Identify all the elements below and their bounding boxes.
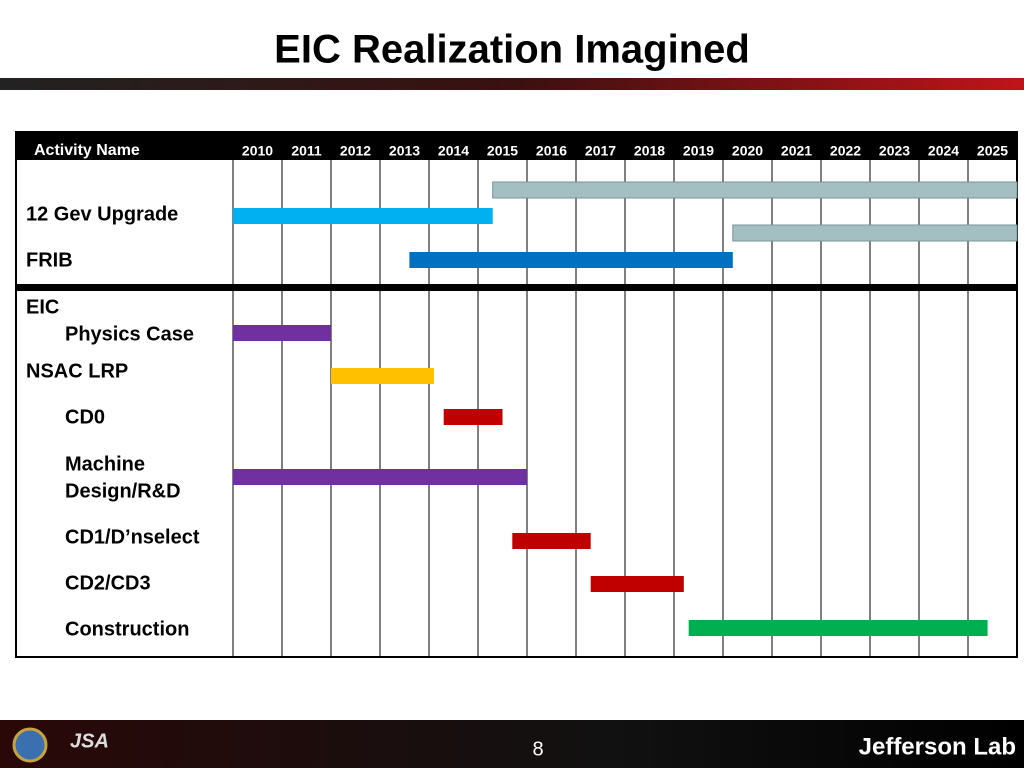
gantt-bar <box>590 576 684 592</box>
row-label: 12 Gev Upgrade <box>26 203 178 225</box>
jlab-logo: Jefferson Lab <box>859 733 1016 760</box>
x-tick-label: 2023 <box>879 143 910 159</box>
x-tick-label: 2011 <box>291 143 322 159</box>
header-row <box>16 132 1017 160</box>
title-rule <box>0 78 1024 90</box>
gantt-bar <box>688 620 988 636</box>
section-divider <box>16 284 1017 291</box>
gantt-bar <box>331 368 434 384</box>
row-label: Construction <box>65 618 189 640</box>
x-tick-label: 2015 <box>487 143 518 159</box>
row-label: FRIB <box>26 249 73 271</box>
gantt-bar <box>512 533 591 549</box>
x-tick-label: 2014 <box>438 143 469 159</box>
gantt-bar <box>409 252 733 268</box>
x-tick-label: 2020 <box>732 143 763 159</box>
footer-band <box>0 720 1024 768</box>
gantt-bar <box>443 409 503 425</box>
gantt-bar <box>233 325 331 341</box>
gantt-bar <box>492 181 1018 199</box>
x-tick-label: 2025 <box>977 143 1008 159</box>
x-tick-label: 2022 <box>830 143 861 159</box>
row-label: NSAC LRP <box>26 360 128 382</box>
row-label: Machine <box>65 453 145 475</box>
x-tick-label: 2010 <box>242 143 273 159</box>
row-label: CD2/CD3 <box>65 572 151 594</box>
gantt-bar <box>732 224 1018 242</box>
row-label: Physics Case <box>65 323 194 345</box>
group-label: EIC <box>26 296 59 318</box>
slide-title: EIC Realization Imagined <box>274 28 750 72</box>
gantt-bar <box>233 469 527 485</box>
doe-seal <box>12 727 48 763</box>
jsa-logo: JSA <box>70 730 109 752</box>
row-label: CD1/D’nselect <box>65 526 200 548</box>
x-tick-label: 2012 <box>340 143 371 159</box>
header-label: Activity Name <box>34 142 140 159</box>
x-tick-label: 2016 <box>536 143 567 159</box>
x-tick-label: 2024 <box>928 143 959 159</box>
x-tick-label: 2017 <box>585 143 616 159</box>
x-tick-label: 2019 <box>683 143 714 159</box>
x-tick-label: 2013 <box>389 143 420 159</box>
page-number: 8 <box>532 738 543 760</box>
gantt-bar <box>233 208 493 224</box>
row-label: CD0 <box>65 406 105 428</box>
row-label: Design/R&D <box>65 480 181 502</box>
x-tick-label: 2021 <box>781 143 812 159</box>
x-tick-label: 2018 <box>634 143 665 159</box>
